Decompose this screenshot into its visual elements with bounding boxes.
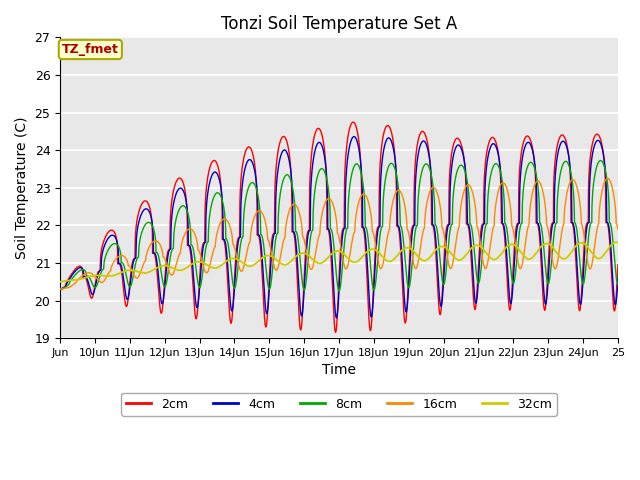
Title: Tonzi Soil Temperature Set A: Tonzi Soil Temperature Set A bbox=[221, 15, 457, 33]
X-axis label: Time: Time bbox=[322, 363, 356, 377]
Text: TZ_fmet: TZ_fmet bbox=[62, 43, 119, 56]
Y-axis label: Soil Temperature (C): Soil Temperature (C) bbox=[15, 117, 29, 259]
Legend: 2cm, 4cm, 8cm, 16cm, 32cm: 2cm, 4cm, 8cm, 16cm, 32cm bbox=[121, 393, 557, 416]
